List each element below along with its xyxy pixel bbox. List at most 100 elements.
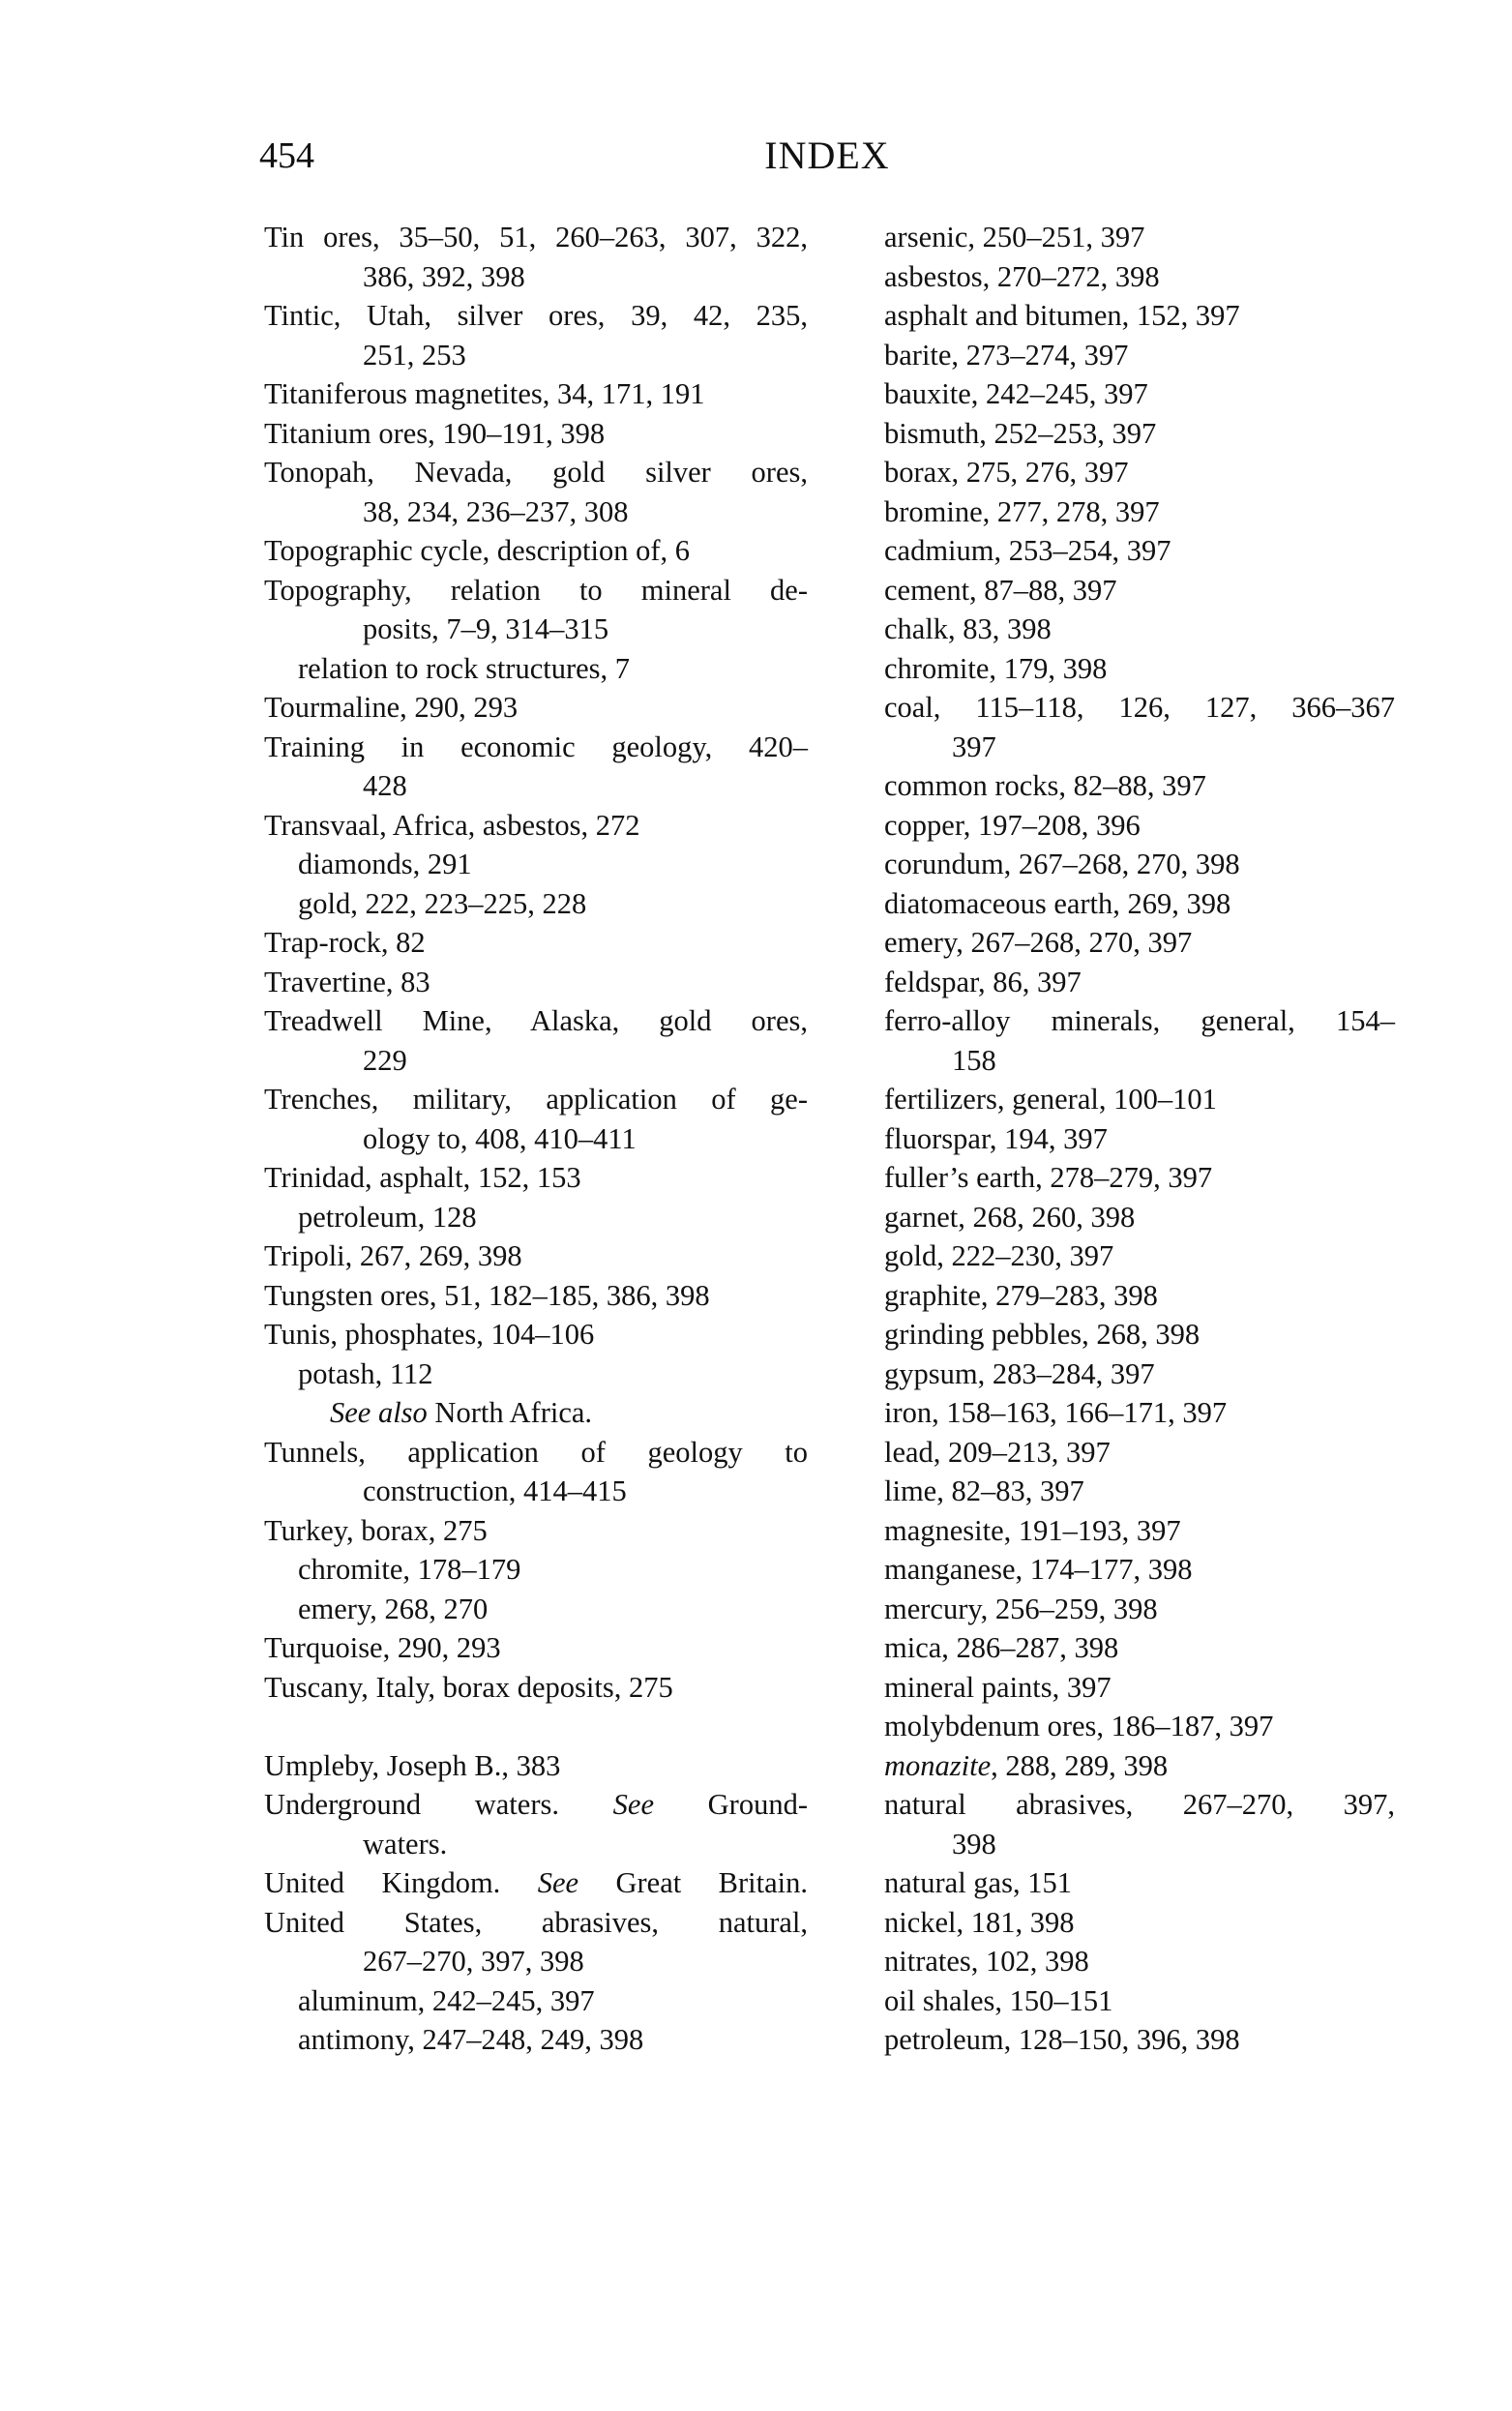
index-entry-line: petroleum, 128–150, 396, 398 (884, 2023, 1240, 2056)
index-entry-line: gypsum, 283–284, 397 (884, 1356, 1155, 1390)
index-entry-line: emery, 268, 270 (298, 1592, 489, 1625)
index-entry-line: diatomaceous earth, 269, 398 (884, 886, 1231, 920)
index-entry-line: Topography, relation to mineral de- (264, 573, 808, 607)
index-entry-line: Treadwell Mine, Alaska, gold ores, (264, 1004, 808, 1037)
index-entry-line: diamonds, 291 (298, 848, 472, 880)
index-entry-line: natural gas, 151 (884, 1866, 1072, 1899)
italic-text: See also (330, 1396, 428, 1429)
index-entry-line: molybdenum ores, 186–187, 397 (884, 1710, 1274, 1742)
index-entry-line: magnesite, 191–193, 397 (884, 1513, 1181, 1547)
entry-text: Underground waters. (264, 1788, 613, 1821)
index-entry-line: Tungsten ores, 51, 182–185, 386, 398 (264, 1278, 710, 1312)
index-entry-line: Umpleby, Joseph B., 383 (264, 1748, 561, 1782)
index-entry-line: mercury, 256–259, 398 (884, 1592, 1158, 1625)
index-entry-line: Tintic, Utah, silver ores, 39, 42, 235, (264, 299, 808, 332)
index-entry-line: manganese, 174–177, 398 (884, 1553, 1193, 1586)
index-entry-line: United States, abrasives, natural, (264, 1905, 808, 1939)
index-entry-line: grinding pebbles, 268, 398 (884, 1318, 1201, 1351)
index-entry-line: 229 (363, 1043, 407, 1077)
index-entry-line: garnet, 268, 260, 398 (884, 1200, 1136, 1234)
index-entry-line: arsenic, 250–251, 397 (884, 221, 1145, 253)
index-entry-line: emery, 267–268, 270, 397 (884, 926, 1193, 959)
index-entry-line: fuller’s earth, 278–279, 397 (884, 1161, 1213, 1194)
index-entry-line: 38, 234, 236–237, 308 (363, 494, 629, 528)
index-entry-line: ferro-alloy minerals, general, 154– (884, 1004, 1395, 1037)
entry-text: Great Britain. (578, 1866, 808, 1899)
index-entry-line: chromite, 179, 398 (884, 651, 1108, 685)
index-entry-line: 158 (952, 1043, 996, 1077)
index-entry-line: waters. (363, 1827, 448, 1860)
index-entry-line: Tin ores, 35–50, 51, 260–263, 307, 322, (264, 221, 808, 253)
index-entry-line: barite, 273–274, 397 (884, 338, 1129, 372)
index-entry-line: Titanium ores, 190–191, 398 (264, 416, 606, 450)
index-entry-line: gold, 222–230, 397 (884, 1239, 1114, 1272)
index-entry-line: 251, 253 (363, 338, 466, 372)
index-entry-line: Transvaal, Africa, asbestos, 272 (264, 808, 640, 842)
index-entry-line: gold, 222, 223–225, 228 (298, 886, 587, 920)
index-entry-line: fluorspar, 194, 397 (884, 1121, 1108, 1155)
index-entry-line: 397 (952, 729, 996, 763)
index-entry-line: cement, 87–88, 397 (884, 573, 1117, 607)
index-entry-line: Underground waters. See Ground- (264, 1785, 808, 1825)
index-entry-line: 386, 392, 398 (363, 259, 525, 293)
index-entry-line: nickel, 181, 398 (884, 1905, 1075, 1939)
index-entry-line: 398 (952, 1827, 996, 1860)
index-entry-line: Tourmaline, 290, 293 (264, 691, 519, 724)
page-title: INDEX (764, 134, 890, 177)
index-entry-line: Titaniferous magnetites, 34, 171, 191 (264, 377, 705, 410)
index-entry-line: 428 (363, 769, 407, 802)
index-entry-line: natural abrasives, 267–270, 397, (884, 1788, 1395, 1821)
italic-text: monazite (884, 1748, 992, 1782)
index-entry-line: petroleum, 128 (298, 1200, 477, 1234)
index-entry-line: iron, 158–163, 166–171, 397 (884, 1396, 1228, 1429)
index-entry-line: Topographic cycle, description of, 6 (264, 534, 690, 567)
index-entry-line: lime, 82–83, 397 (884, 1474, 1084, 1507)
index-entry-line: chromite, 178–179 (298, 1553, 521, 1586)
index-entry-line: corundum, 267–268, 270, 398 (884, 848, 1240, 880)
index-entry-line: antimony, 247–248, 249, 398 (298, 2023, 644, 2056)
index-entry-line: relation to rock structures, 7 (298, 651, 631, 685)
index-entry-line: nitrates, 102, 398 (884, 1945, 1089, 1978)
index-entry-line: aluminum, 242–245, 397 (298, 1983, 595, 2017)
index-column-right: arsenic, 250–251, 397 asbestos, 270–272, … (884, 218, 1395, 2060)
index-entry-line: 267–270, 397, 398 (363, 1945, 584, 1978)
index-column-left: Tin ores, 35–50, 51, 260–263, 307, 322, 3… (264, 218, 808, 2060)
index-entry-line: common rocks, 82–88, 397 (884, 769, 1206, 802)
index-entry-line: United Kingdom. See Great Britain. (264, 1863, 808, 1903)
index-entry-line: lead, 209–213, 397 (884, 1435, 1111, 1469)
index-entry-line: graphite, 279–283, 398 (884, 1278, 1158, 1312)
index-entry-line (264, 1707, 808, 1746)
index-entry-line: potash, 112 (298, 1356, 433, 1390)
index-entry-line: asbestos, 270–272, 398 (884, 259, 1160, 293)
index-entry-line: coal, 115–118, 126, 127, 366–367 (884, 691, 1395, 724)
index-entry-line: asphalt and bitumen, 152, 397 (884, 299, 1240, 332)
index-entry-line: copper, 197–208, 396 (884, 808, 1141, 842)
index-entry-line: Tripoli, 267, 269, 398 (264, 1239, 522, 1272)
index-entry-line: construction, 414–415 (363, 1474, 627, 1507)
index-entry-line: Turkey, borax, 275 (264, 1513, 488, 1547)
index-entry-line: Trinidad, asphalt, 152, 153 (264, 1161, 581, 1194)
index-entry-line: Training in economic geology, 420– (264, 729, 808, 763)
index-entry-line: Tunis, phosphates, 104–106 (264, 1318, 595, 1351)
italic-text: See (612, 1788, 654, 1821)
index-entry-line: oil shales, 150–151 (884, 1983, 1113, 2017)
page-number: 454 (259, 135, 314, 176)
index-entry-line: monazite, 288, 289, 398 (884, 1746, 1395, 1786)
index-entry-line: Tonopah, Nevada, gold silver ores, (264, 456, 808, 489)
index-entry-line: Travertine, 83 (264, 965, 430, 998)
entry-text: , 288, 289, 398 (991, 1748, 1169, 1782)
index-entry-line: See also North Africa. (264, 1393, 808, 1433)
index-entry-line: Tuscany, Italy, borax deposits, 275 (264, 1670, 673, 1704)
index-entry-line: posits, 7–9, 314–315 (363, 612, 609, 645)
index-entry-line: Trap-rock, 82 (264, 926, 426, 959)
index-entry-line: Tunnels, application of geology to (264, 1435, 808, 1469)
index-entry-line: fertilizers, general, 100–101 (884, 1083, 1217, 1116)
entry-text: North Africa. (427, 1396, 593, 1429)
index-entry-line: mica, 286–287, 398 (884, 1631, 1119, 1664)
index-entry-line: Turquoise, 290, 293 (264, 1631, 501, 1664)
index-entry-line: bromine, 277, 278, 397 (884, 494, 1160, 528)
index-entry-line: feldspar, 86, 397 (884, 965, 1082, 998)
entry-text: Ground- (653, 1788, 808, 1821)
index-entry-line: ology to, 408, 410–411 (363, 1121, 637, 1155)
entry-text: United Kingdom. (264, 1866, 538, 1899)
